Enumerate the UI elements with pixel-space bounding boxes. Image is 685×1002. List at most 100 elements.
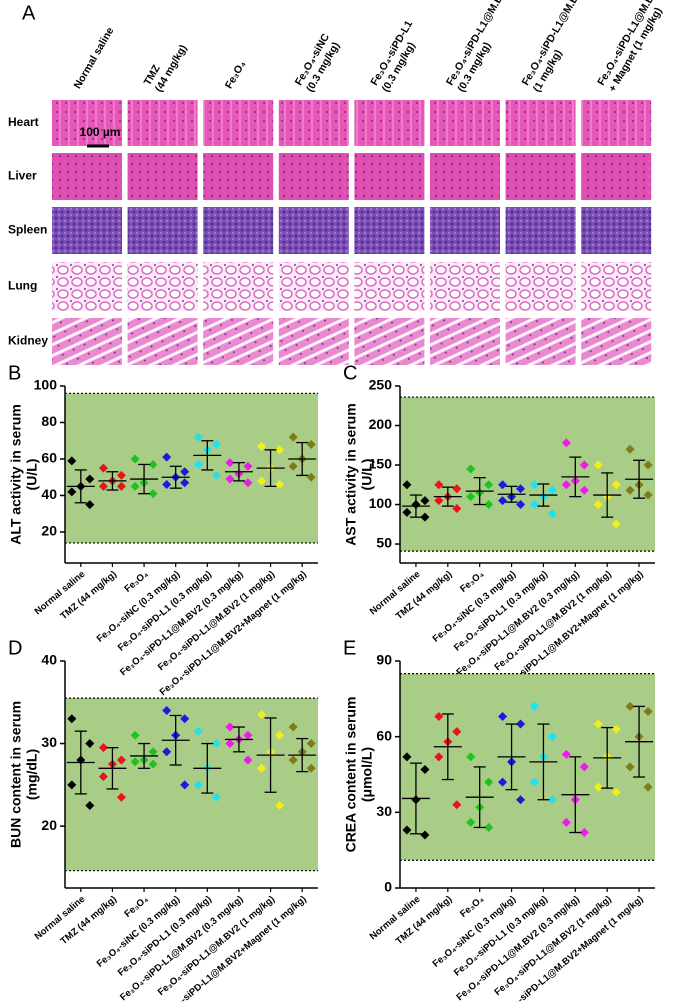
- data-point: [211, 792, 221, 802]
- y-axis-label: (U/L): [24, 459, 40, 491]
- data-point: [98, 743, 108, 753]
- data-point: [275, 445, 285, 455]
- data-point: [243, 461, 253, 471]
- data-point: [529, 777, 539, 787]
- data-point: [275, 800, 285, 810]
- panel-letter: E: [343, 637, 356, 659]
- x-tick-label: Fe₃O₄-siPD-L1@M.BV2 (1 mg/kg): [492, 894, 613, 998]
- histology-image: [127, 100, 198, 146]
- data-point: [275, 730, 285, 740]
- data-point: [516, 500, 526, 510]
- data-point: [130, 757, 140, 767]
- data-point: [547, 732, 557, 742]
- data-point: [529, 480, 539, 490]
- data-point: [516, 484, 526, 494]
- data-point: [257, 763, 267, 773]
- y-tick-label: 40: [41, 652, 57, 668]
- histology-image: [505, 207, 576, 254]
- row-label: Lung: [8, 279, 37, 293]
- y-tick-label: 250: [369, 377, 393, 393]
- x-tick-label: Fe₃O₄: [458, 894, 486, 920]
- column-label: Fe₃O₄: [223, 59, 249, 91]
- data-point: [529, 701, 539, 711]
- data-point: [85, 739, 95, 749]
- data-point: [625, 701, 635, 711]
- data-point: [402, 825, 412, 835]
- data-point: [611, 480, 621, 490]
- histology-image: [52, 207, 122, 254]
- data-point: [643, 490, 653, 500]
- data-point: [611, 724, 621, 734]
- data-point: [306, 472, 316, 482]
- y-tick-label: 50: [376, 535, 392, 551]
- data-point: [625, 485, 635, 495]
- y-tick-label: 30: [41, 734, 57, 750]
- data-point: [579, 485, 589, 495]
- x-tick-label: Fe₃O₄: [458, 569, 486, 595]
- data-point: [466, 464, 476, 474]
- data-point: [225, 739, 235, 749]
- data-point: [452, 727, 462, 737]
- row-label: Spleen: [8, 223, 47, 237]
- data-point: [211, 739, 221, 749]
- data-point: [211, 439, 221, 449]
- histology-image: [203, 100, 274, 146]
- data-point: [611, 519, 621, 529]
- x-tick-label: Fe₃O₄: [123, 569, 151, 595]
- histology-image: [52, 262, 122, 311]
- data-point: [420, 830, 430, 840]
- column-label: Fe₃O₄-siPD-L1@M.BV2: [444, 0, 512, 88]
- y-tick-label: 20: [41, 817, 57, 833]
- data-point: [162, 452, 172, 462]
- data-point: [402, 480, 412, 490]
- y-tick-label: 60: [41, 450, 57, 466]
- data-point: [225, 474, 235, 484]
- data-point: [85, 800, 95, 810]
- scale-bar-label: 100 µm: [80, 125, 121, 139]
- data-point: [225, 458, 235, 468]
- data-point: [257, 710, 267, 720]
- histology-image: [505, 100, 576, 146]
- column-label: Normal saline: [72, 25, 117, 91]
- data-point: [516, 719, 526, 729]
- panel-letter: B: [8, 362, 21, 384]
- data-point: [243, 755, 253, 765]
- panel-letter: A: [22, 2, 36, 24]
- data-point: [547, 485, 557, 495]
- data-point: [498, 480, 508, 490]
- x-tick-label: Fe₃O₄-siPD-L1@M.BV2 (1 mg/kg): [156, 894, 277, 998]
- data-point: [516, 795, 526, 805]
- histology-image: [430, 207, 500, 254]
- histology-image: [581, 318, 652, 365]
- y-tick-label: 90: [376, 652, 392, 668]
- histology-image: [127, 262, 198, 311]
- panel-letter: C: [343, 362, 357, 384]
- data-point: [420, 764, 430, 774]
- data-point: [579, 828, 589, 838]
- data-point: [593, 782, 603, 792]
- data-point: [162, 747, 172, 757]
- data-point: [116, 470, 126, 480]
- histology-image: [278, 153, 349, 200]
- y-tick-label: 60: [376, 727, 392, 743]
- data-point: [257, 441, 267, 451]
- x-tick-label: TMZ (44 mg/kg): [59, 569, 119, 622]
- data-point: [561, 480, 571, 490]
- data-point: [402, 752, 412, 762]
- data-point: [288, 461, 298, 471]
- data-point: [67, 487, 77, 497]
- data-point: [420, 512, 430, 522]
- panel-letter: D: [8, 637, 22, 659]
- y-tick-label: 40: [41, 486, 57, 502]
- data-point: [257, 476, 267, 486]
- histology-image: [278, 207, 349, 254]
- data-point: [288, 722, 298, 732]
- data-point: [643, 782, 653, 792]
- normal-range-band: [65, 698, 318, 871]
- data-point: [643, 460, 653, 470]
- data-point: [547, 509, 557, 519]
- histology-image: [354, 262, 425, 311]
- y-axis-label: BUN content in serum: [8, 701, 24, 848]
